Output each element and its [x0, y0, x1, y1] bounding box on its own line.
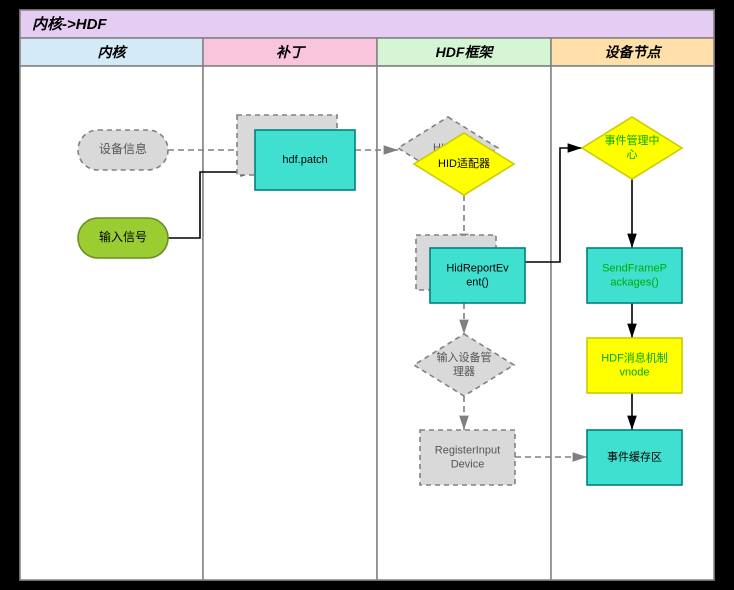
node-send_frame: SendFrameP ackages() — [587, 248, 682, 303]
svg-text:设备信息: 设备信息 — [99, 141, 147, 156]
svg-text:ackages(): ackages() — [610, 276, 658, 288]
svg-text:Device: Device — [451, 458, 485, 470]
svg-text:理器: 理器 — [453, 365, 475, 378]
svg-text:hdf.patch: hdf.patch — [282, 154, 327, 166]
node-hdf_vnode: HDF消息机制 vnode — [587, 338, 682, 393]
svg-text:输入设备管: 输入设备管 — [437, 350, 492, 364]
col-header-1: 补丁 — [276, 44, 307, 60]
node-hdf_patch: hdf.patch — [255, 130, 355, 190]
svg-text:HDF消息机制: HDF消息机制 — [601, 350, 668, 364]
svg-text:输入信号: 输入信号 — [99, 229, 147, 244]
node-device_info: 设备信息 — [78, 130, 168, 170]
node-hid_report: HidReportEv ent() — [430, 248, 525, 303]
node-reg_input: RegisterInput Device — [420, 430, 515, 485]
svg-text:HID适配器: HID适配器 — [438, 157, 490, 170]
col-header-2: HDF框架 — [436, 44, 495, 60]
col-header-3: 设备节点 — [605, 44, 663, 60]
svg-text:RegisterInput: RegisterInput — [435, 444, 500, 456]
svg-text:ent(): ent() — [466, 276, 489, 288]
node-input_signal: 输入信号 — [78, 218, 168, 258]
col-header-0: 内核 — [98, 44, 129, 60]
diagram-title: 内核->HDF — [32, 15, 107, 33]
node-evt_cache: 事件缓存区 — [587, 430, 682, 485]
svg-text:事件管理中: 事件管理中 — [605, 133, 660, 147]
svg-text:HidReportEv: HidReportEv — [446, 262, 509, 274]
svg-text:vnode: vnode — [620, 366, 650, 378]
svg-text:SendFrameP: SendFrameP — [602, 262, 667, 274]
svg-text:心: 心 — [627, 148, 638, 161]
svg-text:事件缓存区: 事件缓存区 — [607, 449, 662, 463]
